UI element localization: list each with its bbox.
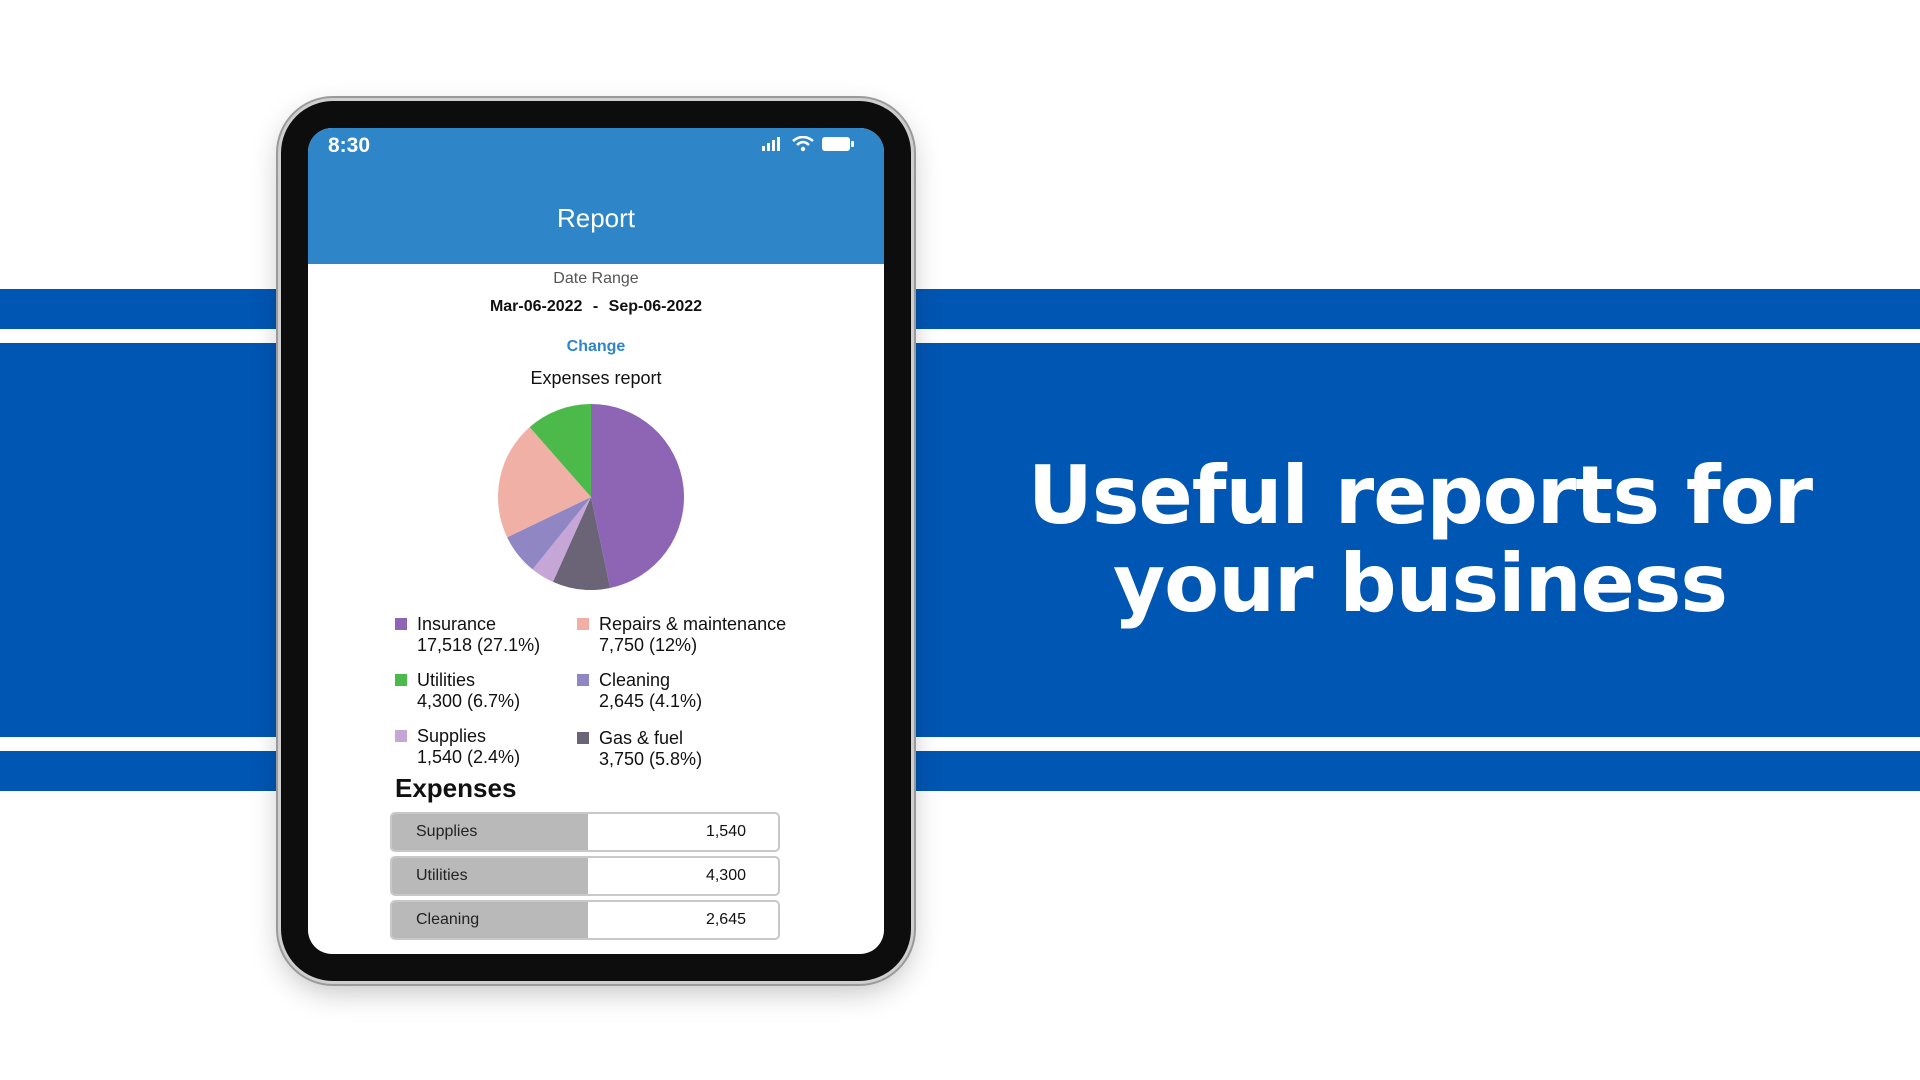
date-range-label: Date Range <box>553 270 639 287</box>
expense-value: 4,300 <box>705 867 746 884</box>
legend-name: Insurance <box>417 614 497 634</box>
legend-swatch <box>395 730 407 742</box>
signal-icon <box>762 137 780 151</box>
expense-name: Utilities <box>392 858 588 894</box>
legend-name: Cleaning <box>599 670 671 690</box>
legend-detail: 3,750 (5.8%) <box>599 749 703 769</box>
expense-value: 1,540 <box>705 823 746 840</box>
status-time: 8:30 <box>328 134 371 157</box>
date-start: Mar-06-2022 <box>489 298 583 315</box>
headline-line-2: your business <box>1112 537 1728 630</box>
change-date-button[interactable]: Change <box>566 338 626 355</box>
legend-detail: 1,540 (2.4%) <box>417 747 521 767</box>
legend-swatch <box>577 618 589 630</box>
pie-slice-supplies <box>532 497 591 582</box>
pie-slice-gas-fuel <box>552 497 611 590</box>
legend-item: Repairs & maintenance 7,750 (12%) <box>577 614 786 656</box>
expense-value: 2,645 <box>705 911 746 928</box>
legend-item: Supplies 1,540 (2.4%) <box>395 726 520 768</box>
legend-item: Insurance 17,518 (27.1%) <box>395 614 540 656</box>
expense-name: Supplies <box>392 814 588 850</box>
legend-item: Cleaning 2,645 (4.1%) <box>577 670 702 712</box>
legend-swatch <box>395 618 407 630</box>
pie-slice-insurance <box>591 404 684 589</box>
legend-detail: 4,300 (6.7%) <box>417 691 521 711</box>
headline-line-1: Useful reports for <box>1027 449 1813 542</box>
status-icons <box>762 136 854 152</box>
app-bar: 8:30 Report <box>308 128 884 264</box>
legend-detail: 17,518 (27.1%) <box>417 635 541 655</box>
expense-row-supplies[interactable]: Supplies 1,540 <box>390 812 780 852</box>
headline: Useful reports for your business <box>1010 452 1830 628</box>
tablet-screen: 8:30 Report Date <box>308 128 884 954</box>
legend-name: Utilities <box>417 670 476 690</box>
tablet-device: 8:30 Report Date <box>281 101 911 981</box>
report-title: Expenses report <box>530 368 662 388</box>
expenses-heading: Expenses <box>395 773 517 803</box>
legend-item: Gas & fuel 3,750 (5.8%) <box>577 728 702 770</box>
legend-swatch <box>577 674 589 686</box>
date-separator: - <box>592 298 599 315</box>
pie-slice-cleaning <box>507 497 591 570</box>
date-end: Sep-06-2022 <box>608 298 703 315</box>
pie-slice-repairs-maintenance <box>498 427 591 538</box>
legend-name: Repairs & maintenance <box>599 614 787 634</box>
expense-row-cleaning[interactable]: Cleaning 2,645 <box>390 900 780 940</box>
legend-name: Supplies <box>417 726 487 746</box>
legend-detail: 2,645 (4.1%) <box>599 691 703 711</box>
legend-item: Utilities 4,300 (6.7%) <box>395 670 520 712</box>
expense-name: Cleaning <box>392 902 588 938</box>
date-range-values: Mar-06-2022 - Sep-06-2022 <box>308 298 884 316</box>
legend-swatch <box>577 732 589 744</box>
legend-swatch <box>395 674 407 686</box>
battery-icon <box>822 137 854 151</box>
wifi-icon <box>792 136 814 152</box>
expenses-pie-chart <box>498 404 684 590</box>
pie-slice-utilities <box>529 404 591 497</box>
legend-detail: 7,750 (12%) <box>599 635 698 655</box>
legend-name: Gas & fuel <box>599 728 684 748</box>
expense-row-utilities[interactable]: Utilities 4,300 <box>390 856 780 896</box>
screen-title: Report <box>556 203 636 233</box>
